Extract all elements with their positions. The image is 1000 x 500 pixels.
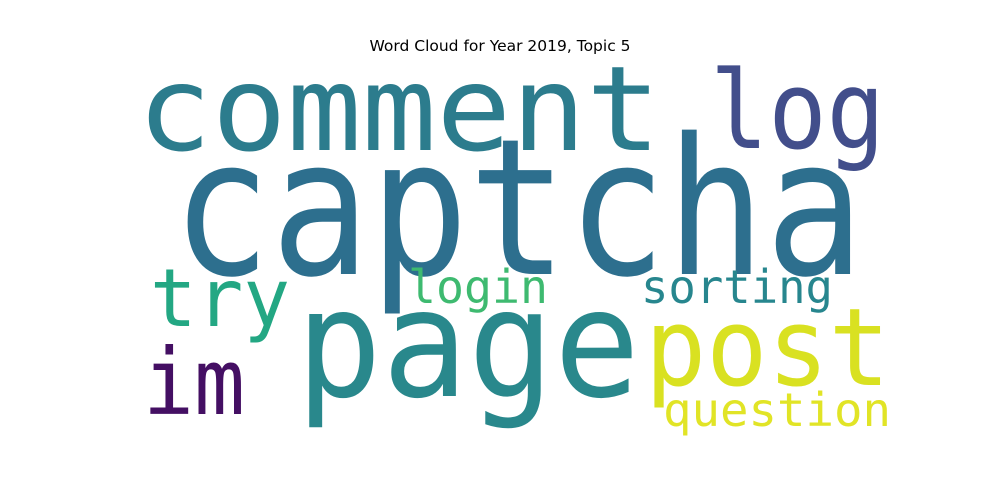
word-sorting: sorting	[641, 260, 833, 314]
word-captcha: captcha	[172, 98, 864, 319]
word-login: login	[408, 260, 548, 314]
word-page: page	[296, 258, 640, 432]
word-question: question	[663, 383, 891, 437]
word-log: log	[710, 49, 885, 174]
word-im: im	[143, 329, 245, 436]
word-comment: comment	[137, 40, 661, 178]
word-post: post	[645, 286, 890, 411]
chart-title: Word Cloud for Year 2019, Topic 5	[369, 37, 631, 55]
word-try: try	[150, 252, 290, 345]
